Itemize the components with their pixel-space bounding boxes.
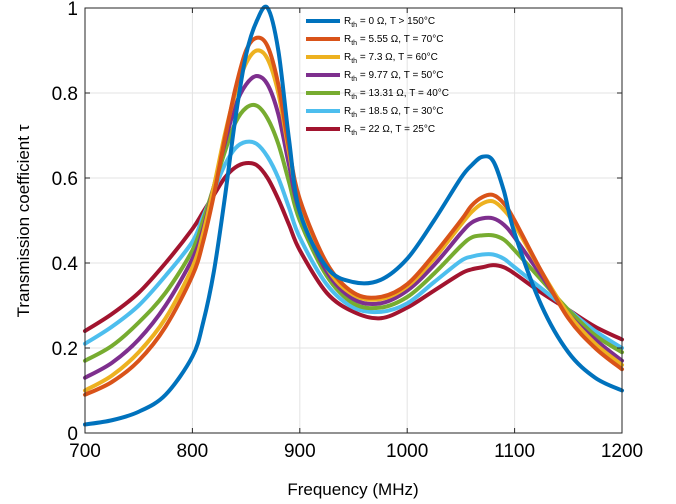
legend-entry: Rth = 0 Ω, T > 150°C <box>344 16 435 29</box>
legend-entry-subscript: th <box>351 22 357 29</box>
legend-entry-main: R <box>344 52 351 63</box>
x-tick-label: 900 <box>284 441 316 462</box>
plot-area <box>85 8 622 433</box>
series-line-4 <box>83 102 624 363</box>
legend-entry: Rth = 18.5 Ω, T = 30°C <box>344 106 443 119</box>
plot-frame <box>84 7 623 434</box>
ticks: 700 800 900 1000 1100 1200 0 0.2 0.4 0.6 0.8 1 <box>52 0 644 462</box>
x-tick-label: 800 <box>177 441 209 462</box>
y-tick-label: 0.4 <box>52 254 79 275</box>
series-lines <box>83 4 624 427</box>
legend-entry-rest: = 22 Ω, T = 25°C <box>357 124 435 135</box>
legend-entry-main: R <box>344 106 351 117</box>
legend-entry-main: R <box>344 16 351 27</box>
y-tick-label: 0.6 <box>52 169 78 190</box>
y-tick-label: 0.2 <box>52 339 78 360</box>
legend-entry-main: R <box>344 34 351 45</box>
y-tick-label: 0 <box>67 424 78 445</box>
legend-entry-rest: = 5.55 Ω, T = 70°C <box>357 34 443 45</box>
x-tick-label: 1000 <box>386 441 428 462</box>
legend-entry-main: R <box>344 124 351 135</box>
legend-entry: Rth = 5.55 Ω, T = 70°C <box>344 34 443 47</box>
legend-entry-rest: = 9.77 Ω, T = 50°C <box>357 70 443 81</box>
x-tick-label: 700 <box>69 441 101 462</box>
legend-entry-rest: = 0 Ω, T > 150°C <box>357 16 435 27</box>
legend-entry-subscript: th <box>351 40 357 47</box>
x-axis-label: Frequency (MHz) <box>287 480 418 499</box>
y-tick-label: 0.8 <box>52 84 78 105</box>
legend-entry: Rth = 13.31 Ω, T = 40°C <box>344 88 449 101</box>
x-tick-label: 1100 <box>494 441 535 462</box>
legend-entry-rest: = 7.3 Ω, T = 60°C <box>357 52 438 63</box>
y-axis-label: Transmission coefficient τ <box>14 124 33 317</box>
legend-entry-subscript: th <box>351 130 357 137</box>
legend-entry-rest: = 18.5 Ω, T = 30°C <box>357 106 443 117</box>
legend-entry-subscript: th <box>351 58 357 65</box>
legend-entry-subscript: th <box>351 76 357 83</box>
legend-entry-subscript: th <box>351 112 357 119</box>
legend-entry-subscript: th <box>351 94 357 101</box>
legend-entry: Rth = 9.77 Ω, T = 50°C <box>344 70 443 83</box>
series-line-1 <box>83 35 624 397</box>
series-line-0 <box>83 4 624 427</box>
legend-entry-main: R <box>344 88 351 99</box>
y-tick-label: 1 <box>67 0 78 20</box>
legend-entry: Rth = 22 Ω, T = 25°C <box>344 124 435 137</box>
x-tick-label: 1200 <box>601 441 643 462</box>
legend-entry-main: R <box>344 70 351 81</box>
legend-entry: Rth = 7.3 Ω, T = 60°C <box>344 52 438 65</box>
legend-entry-rest: = 13.31 Ω, T = 40°C <box>357 88 449 99</box>
